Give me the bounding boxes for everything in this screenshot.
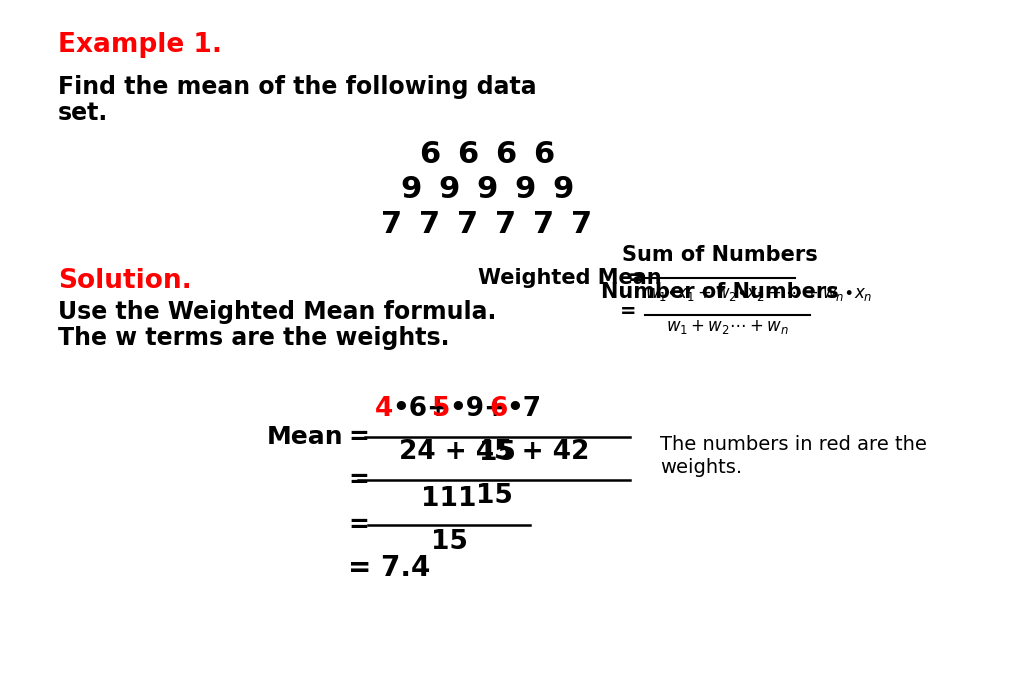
Text: $w_1{\bullet}x_1+w_2{\bullet}x_2+\cdots+w_n{\bullet}x_n$: $w_1{\bullet}x_1+w_2{\bullet}x_2+\cdots+…	[645, 285, 872, 303]
Text: 9: 9	[514, 175, 536, 204]
Text: 6: 6	[534, 140, 555, 169]
Text: 5: 5	[432, 396, 451, 422]
Text: 6: 6	[496, 140, 517, 169]
Text: $w_1+w_2\cdots+w_n$: $w_1+w_2\cdots+w_n$	[666, 318, 788, 336]
Text: 111: 111	[421, 486, 477, 512]
Text: 6: 6	[458, 140, 478, 169]
Text: 4: 4	[375, 396, 393, 422]
Text: Solution.: Solution.	[58, 268, 191, 294]
Text: 7: 7	[420, 210, 440, 239]
Text: =: =	[628, 268, 645, 288]
Text: 15: 15	[430, 529, 467, 555]
Text: weights.: weights.	[660, 458, 742, 477]
Text: Number of Numbers: Number of Numbers	[601, 282, 839, 302]
Text: 9: 9	[552, 175, 573, 204]
Text: 6: 6	[489, 396, 507, 422]
Text: =: =	[620, 302, 636, 321]
Text: 7: 7	[381, 210, 402, 239]
Text: =: =	[348, 513, 369, 537]
Text: Weighted Mean: Weighted Mean	[478, 268, 662, 288]
Text: Find the mean of the following data: Find the mean of the following data	[58, 75, 537, 99]
Text: 24 + 45 + 42: 24 + 45 + 42	[398, 439, 589, 465]
Text: 15: 15	[475, 483, 512, 509]
Text: 6: 6	[420, 140, 440, 169]
Text: The numbers in red are the: The numbers in red are the	[660, 435, 927, 454]
Text: Mean: Mean	[266, 425, 343, 449]
Text: Example 1.: Example 1.	[58, 32, 222, 58]
Text: The w terms are the weights.: The w terms are the weights.	[58, 326, 450, 350]
Text: 7: 7	[571, 210, 593, 239]
Text: Sum of Numbers: Sum of Numbers	[623, 245, 818, 265]
Text: = 7.4: = 7.4	[348, 554, 430, 582]
Text: 7: 7	[458, 210, 478, 239]
Text: 9: 9	[400, 175, 422, 204]
Text: 9: 9	[476, 175, 498, 204]
Text: Use the Weighted Mean formula.: Use the Weighted Mean formula.	[58, 300, 497, 324]
Text: =: =	[348, 425, 369, 449]
Text: 15: 15	[478, 440, 515, 466]
Text: set.: set.	[58, 101, 109, 125]
Text: •7: •7	[506, 396, 541, 422]
Text: =: =	[348, 468, 369, 492]
Text: 9: 9	[438, 175, 460, 204]
Text: 7: 7	[496, 210, 516, 239]
Text: •6+: •6+	[392, 396, 450, 422]
Text: •9+: •9+	[449, 396, 506, 422]
Text: 7: 7	[534, 210, 555, 239]
